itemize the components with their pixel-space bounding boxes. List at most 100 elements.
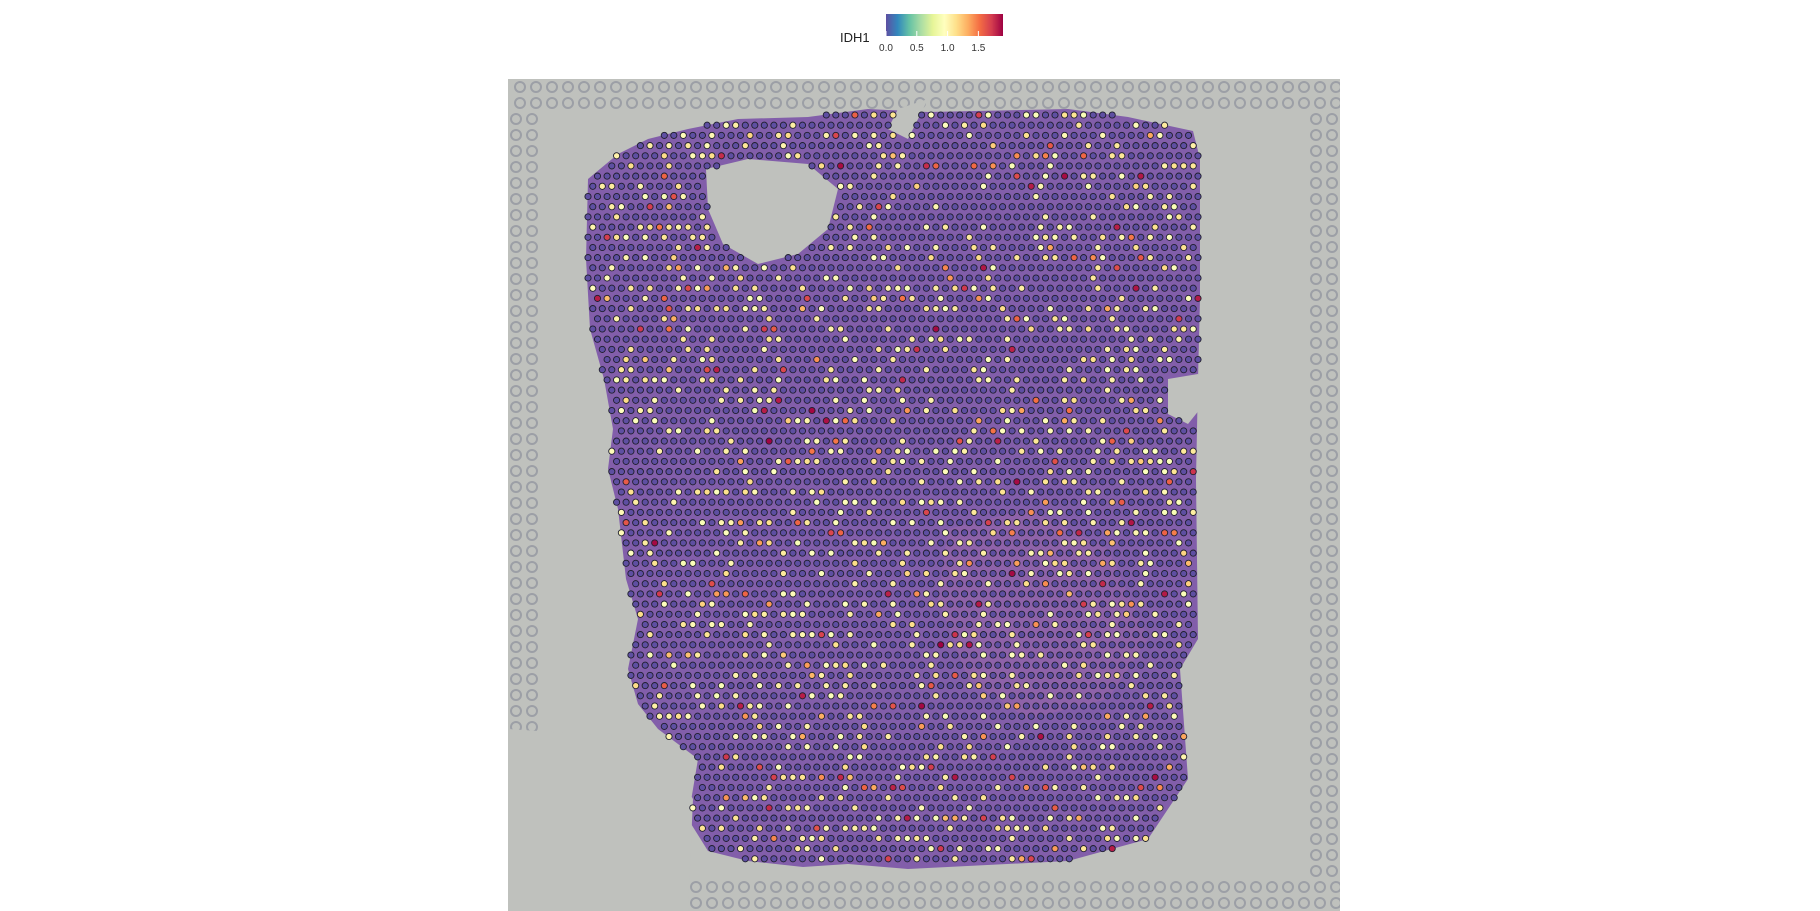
- fiducial-spot: [770, 881, 782, 893]
- spot: [732, 794, 740, 802]
- spot: [636, 162, 644, 170]
- spot: [898, 315, 907, 323]
- spot: [808, 142, 816, 150]
- spot: [794, 845, 802, 853]
- spot: [775, 804, 783, 812]
- fiducial-spot: [1326, 401, 1338, 413]
- spot: [1003, 335, 1011, 343]
- spot: [1165, 192, 1173, 201]
- spot: [1032, 600, 1040, 608]
- spot: [760, 855, 768, 863]
- spot: [679, 274, 687, 282]
- spot: [713, 529, 721, 537]
- spot: [641, 376, 649, 384]
- spot: [1170, 447, 1178, 455]
- spot: [1070, 233, 1078, 241]
- spot: [1018, 814, 1026, 822]
- spot: [894, 508, 902, 516]
- spot: [1070, 111, 1078, 119]
- fiducial-spot: [526, 689, 538, 701]
- spot: [1051, 478, 1059, 486]
- spot: [1156, 702, 1164, 710]
- spot: [927, 498, 935, 506]
- spot: [846, 488, 854, 496]
- spot: [803, 539, 811, 547]
- spot: [970, 814, 978, 822]
- spot: [741, 386, 749, 394]
- spot: [613, 172, 621, 180]
- spot: [756, 641, 764, 649]
- spot: [655, 508, 664, 516]
- spot: [937, 254, 945, 262]
- spot: [1032, 152, 1040, 160]
- spot: [646, 569, 654, 578]
- spot: [1122, 427, 1131, 435]
- spot: [989, 447, 997, 455]
- spot: [679, 478, 687, 486]
- spot: [956, 661, 964, 669]
- spot: [1118, 335, 1126, 343]
- spot: [655, 305, 664, 313]
- spot: [1156, 539, 1164, 547]
- spot: [879, 111, 888, 119]
- spot: [689, 294, 697, 302]
- spot: [1003, 376, 1011, 384]
- spot: [1099, 213, 1107, 221]
- spot: [1151, 569, 1159, 578]
- spot: [708, 722, 716, 730]
- spot: [694, 651, 702, 659]
- spot: [636, 264, 644, 272]
- fiducial-spot: [1326, 737, 1338, 749]
- spot: [979, 305, 988, 313]
- spot: [1175, 580, 1183, 588]
- spot: [670, 335, 678, 343]
- spot: [808, 325, 816, 333]
- fiducial-spot: [1058, 81, 1070, 93]
- spot: [965, 620, 973, 629]
- spot: [879, 620, 888, 629]
- spot: [989, 549, 997, 557]
- spot: [1180, 203, 1188, 211]
- spot: [765, 519, 773, 527]
- spot: [813, 498, 821, 506]
- spot: [827, 712, 835, 720]
- spot: [941, 223, 949, 231]
- spot: [1061, 294, 1069, 302]
- spot: [1132, 386, 1140, 394]
- spot: [979, 121, 988, 129]
- spot: [1103, 692, 1112, 700]
- spot: [994, 152, 1002, 160]
- spot: [898, 763, 907, 771]
- spot: [979, 631, 988, 639]
- spot: [1094, 162, 1102, 170]
- spot: [1018, 182, 1026, 190]
- spot: [1108, 131, 1116, 139]
- spot: [1142, 468, 1150, 476]
- spot: [736, 478, 745, 486]
- spot: [832, 783, 840, 792]
- spot: [698, 600, 706, 608]
- spot: [1037, 427, 1045, 435]
- spot: [617, 325, 625, 333]
- spot: [898, 152, 907, 160]
- spot: [1051, 274, 1059, 282]
- spot: [879, 580, 888, 588]
- spot: [732, 325, 740, 333]
- spot: [1170, 142, 1178, 150]
- spot: [951, 121, 959, 129]
- legend-colorbar: [886, 14, 1003, 36]
- spot: [898, 539, 907, 547]
- spot: [1084, 834, 1092, 842]
- spot: [1051, 498, 1059, 506]
- spot: [846, 508, 854, 516]
- spot: [884, 692, 892, 700]
- spot: [1075, 121, 1083, 129]
- spot: [937, 376, 945, 384]
- spot: [746, 824, 754, 832]
- spot: [722, 651, 730, 659]
- spot: [760, 529, 768, 537]
- spot: [1170, 671, 1178, 679]
- spot: [798, 794, 807, 802]
- spot: [960, 773, 969, 781]
- spot: [1122, 305, 1131, 313]
